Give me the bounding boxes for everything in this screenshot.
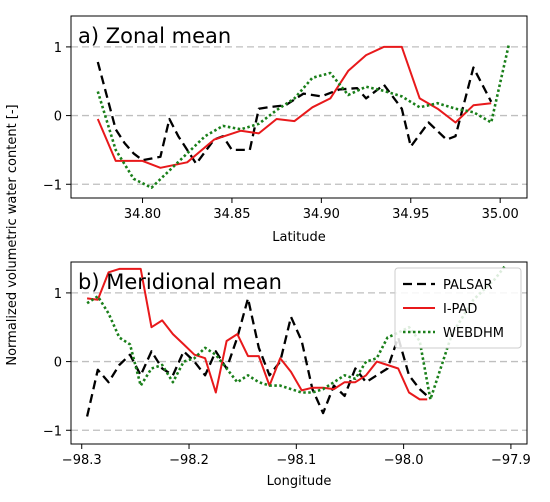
x-tick-label: 34.85: [213, 207, 250, 222]
panel-title: a) Zonal mean: [78, 24, 231, 48]
x-tick-label: −98.0: [384, 453, 424, 468]
x-tick-label: −97.9: [491, 453, 531, 468]
legend-box: [394, 267, 522, 349]
panel-a-zonal-mean: 34.80 34.85 34.90 34.95 35.00 −1 0 1 a) Zonal me…: [43, 15, 528, 245]
legend-label: PALSAR: [443, 278, 493, 293]
x-axis-label: Latitude: [272, 230, 326, 245]
series-line-webdhm: [96, 43, 511, 189]
x-tick-label: −98.2: [169, 453, 209, 468]
x-axis-label: Longitude: [267, 474, 332, 489]
plot-frame: [70, 261, 528, 445]
y-tick-label: 0: [54, 356, 62, 371]
panel-title: b) Meridional mean: [78, 270, 282, 294]
y-tick-label: 1: [54, 41, 62, 56]
x-tick-label: 34.80: [124, 207, 161, 222]
x-tick-label: 34.90: [303, 207, 340, 222]
x-tick-label: −98.1: [276, 453, 316, 468]
y-tick-label: 0: [54, 110, 62, 125]
series-line-palsar: [96, 61, 493, 165]
figure-ylabel: Normalized volumetric water content [-]: [5, 104, 20, 365]
x-tick-label: 34.95: [392, 207, 429, 222]
legend: PALSAR I-PAD WEBDHM: [394, 267, 522, 349]
y-tick-label: −1: [43, 424, 62, 439]
y-tick-label: 1: [54, 287, 62, 302]
legend-label: I-PAD: [443, 302, 477, 317]
y-tick-label: −1: [43, 178, 62, 193]
panel-b-meridional-mean: −98.3 −98.2 −98.1 −98.0 −97.9 −1 0 1 b) Meridion…: [43, 261, 531, 489]
plot-frame: [70, 15, 528, 199]
series-line-i-pad: [86, 267, 428, 401]
x-tick-label: 35.00: [482, 207, 519, 222]
series-line-i-pad: [96, 45, 492, 169]
legend-label: WEBDHM: [443, 326, 504, 341]
x-tick-label: −98.3: [62, 453, 102, 468]
series-line-palsar: [85, 297, 428, 417]
